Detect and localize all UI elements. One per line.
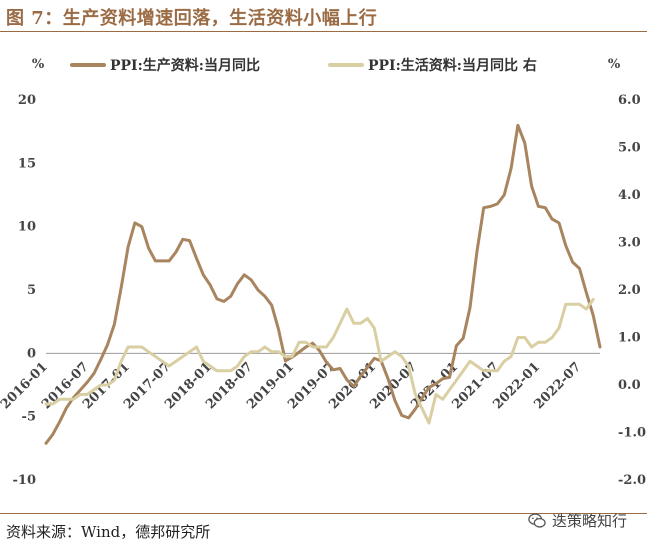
axes-layer: % % 20 15 10 5 0 -5 -10 6.0 5.0 4.0 3.0 2.0 1.0 0.0 -1.0… — [0, 57, 646, 488]
title-rule — [0, 31, 647, 32]
y-left-unit: % — [32, 57, 45, 72]
y-right-tick-label: -1.0 — [618, 426, 646, 441]
series-line-living — [44, 298, 595, 425]
line-chart: % % 20 15 10 5 0 -5 -10 6.0 5.0 4.0 3.0 2.0 1.0 0.0 -1.0… — [0, 57, 646, 488]
series-layer — [44, 123, 602, 445]
y-right-tick-label: 3.0 — [618, 236, 641, 251]
y-left-tick-label: 20 — [18, 93, 36, 108]
watermark: 迭策略知行 — [528, 510, 627, 531]
y-left-tick-label: 0 — [27, 346, 36, 361]
y-right-tick-label: -2.0 — [618, 473, 646, 488]
bottom-rule — [0, 513, 647, 514]
y-left-tick-label: 5 — [27, 283, 36, 298]
source-note: 资料来源：Wind，德邦研究所 — [6, 523, 211, 541]
y-right-tick-label: 6.0 — [618, 93, 641, 108]
y-right-tick-label: 4.0 — [618, 188, 641, 203]
y-right-tick-label: 0.0 — [618, 378, 641, 393]
y-left-tick-label: -10 — [13, 473, 37, 488]
series-line-production — [44, 123, 602, 445]
legend: PPI:生产资料:当月同比 PPI:生活资料:当月同比 右 — [70, 57, 537, 74]
wechat-icon — [528, 513, 546, 528]
y-left-tick-label: 15 — [18, 156, 36, 171]
y-right-tick-label: 1.0 — [618, 331, 641, 346]
y-right-tick-label: 2.0 — [618, 283, 641, 298]
figure-title: 图 7：生产资料增速回落，生活资料小幅上行 — [6, 8, 378, 29]
y-right-tick-label: 5.0 — [618, 141, 641, 156]
y-right-unit: % — [608, 57, 621, 72]
watermark-text: 迭策略知行 — [551, 512, 627, 530]
y-left-tick-label: -5 — [22, 410, 36, 425]
legend-label: PPI:生活资料:当月同比 右 — [368, 57, 537, 74]
y-left-tick-label: 10 — [18, 220, 36, 235]
legend-label: PPI:生产资料:当月同比 — [110, 57, 260, 74]
